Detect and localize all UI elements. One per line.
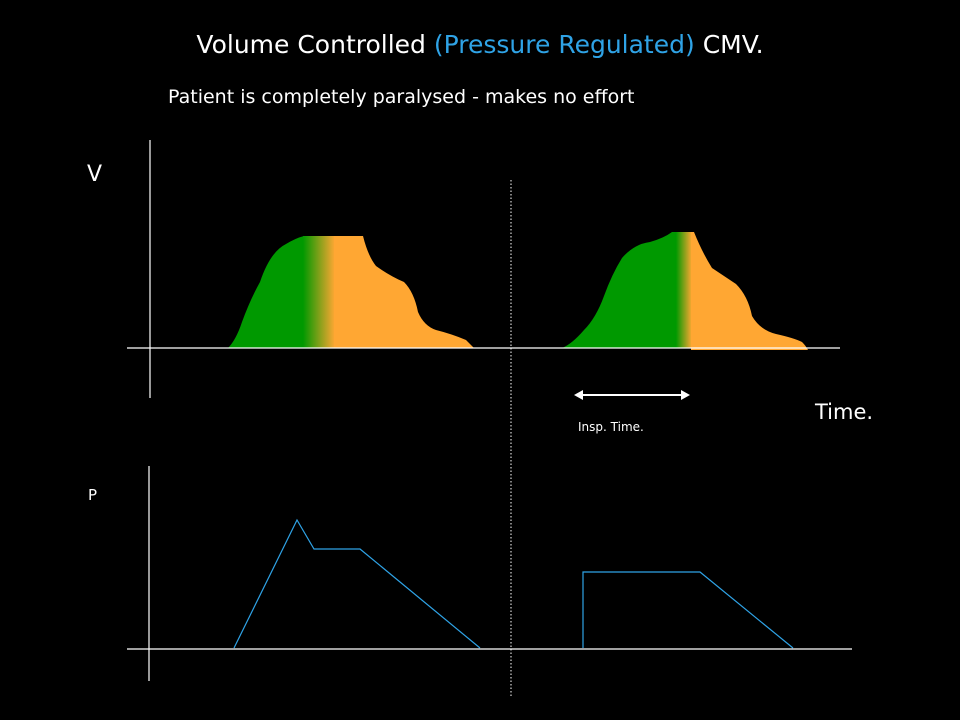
pressure-waveform-breath-1 [233,518,481,649]
insp-time-arrow [574,390,690,400]
arrow-head-right [681,390,690,400]
volume-axis-label: V [87,162,103,187]
volume-transition-band-2 [676,232,692,348]
expiratory-volume-area-2 [691,232,808,350]
pressure-waveform-breath-2 [582,571,794,649]
insp-time-label: Insp. Time. [578,420,644,434]
title-accent: (Pressure Regulated) [433,30,695,59]
slide-subtitle: Patient is completely paralysed - makes … [168,86,635,108]
pressure-axis-label: P [88,486,98,504]
inspiratory-volume-area-2 [562,232,677,348]
arrow-head-left [574,390,583,400]
volume-waveform-breath-1 [228,236,474,348]
time-axis-label: Time. [815,400,874,424]
slide-title: Volume Controlled (Pressure Regulated) C… [0,30,960,59]
volume-waveform-breath-2 [562,232,808,350]
volume-transition-band-1 [303,236,335,348]
inspiratory-volume-area-1 [228,236,304,348]
title-part-1: Volume Controlled [196,30,434,59]
expiratory-volume-area-1 [334,236,474,348]
title-part-3: CMV. [694,30,764,59]
